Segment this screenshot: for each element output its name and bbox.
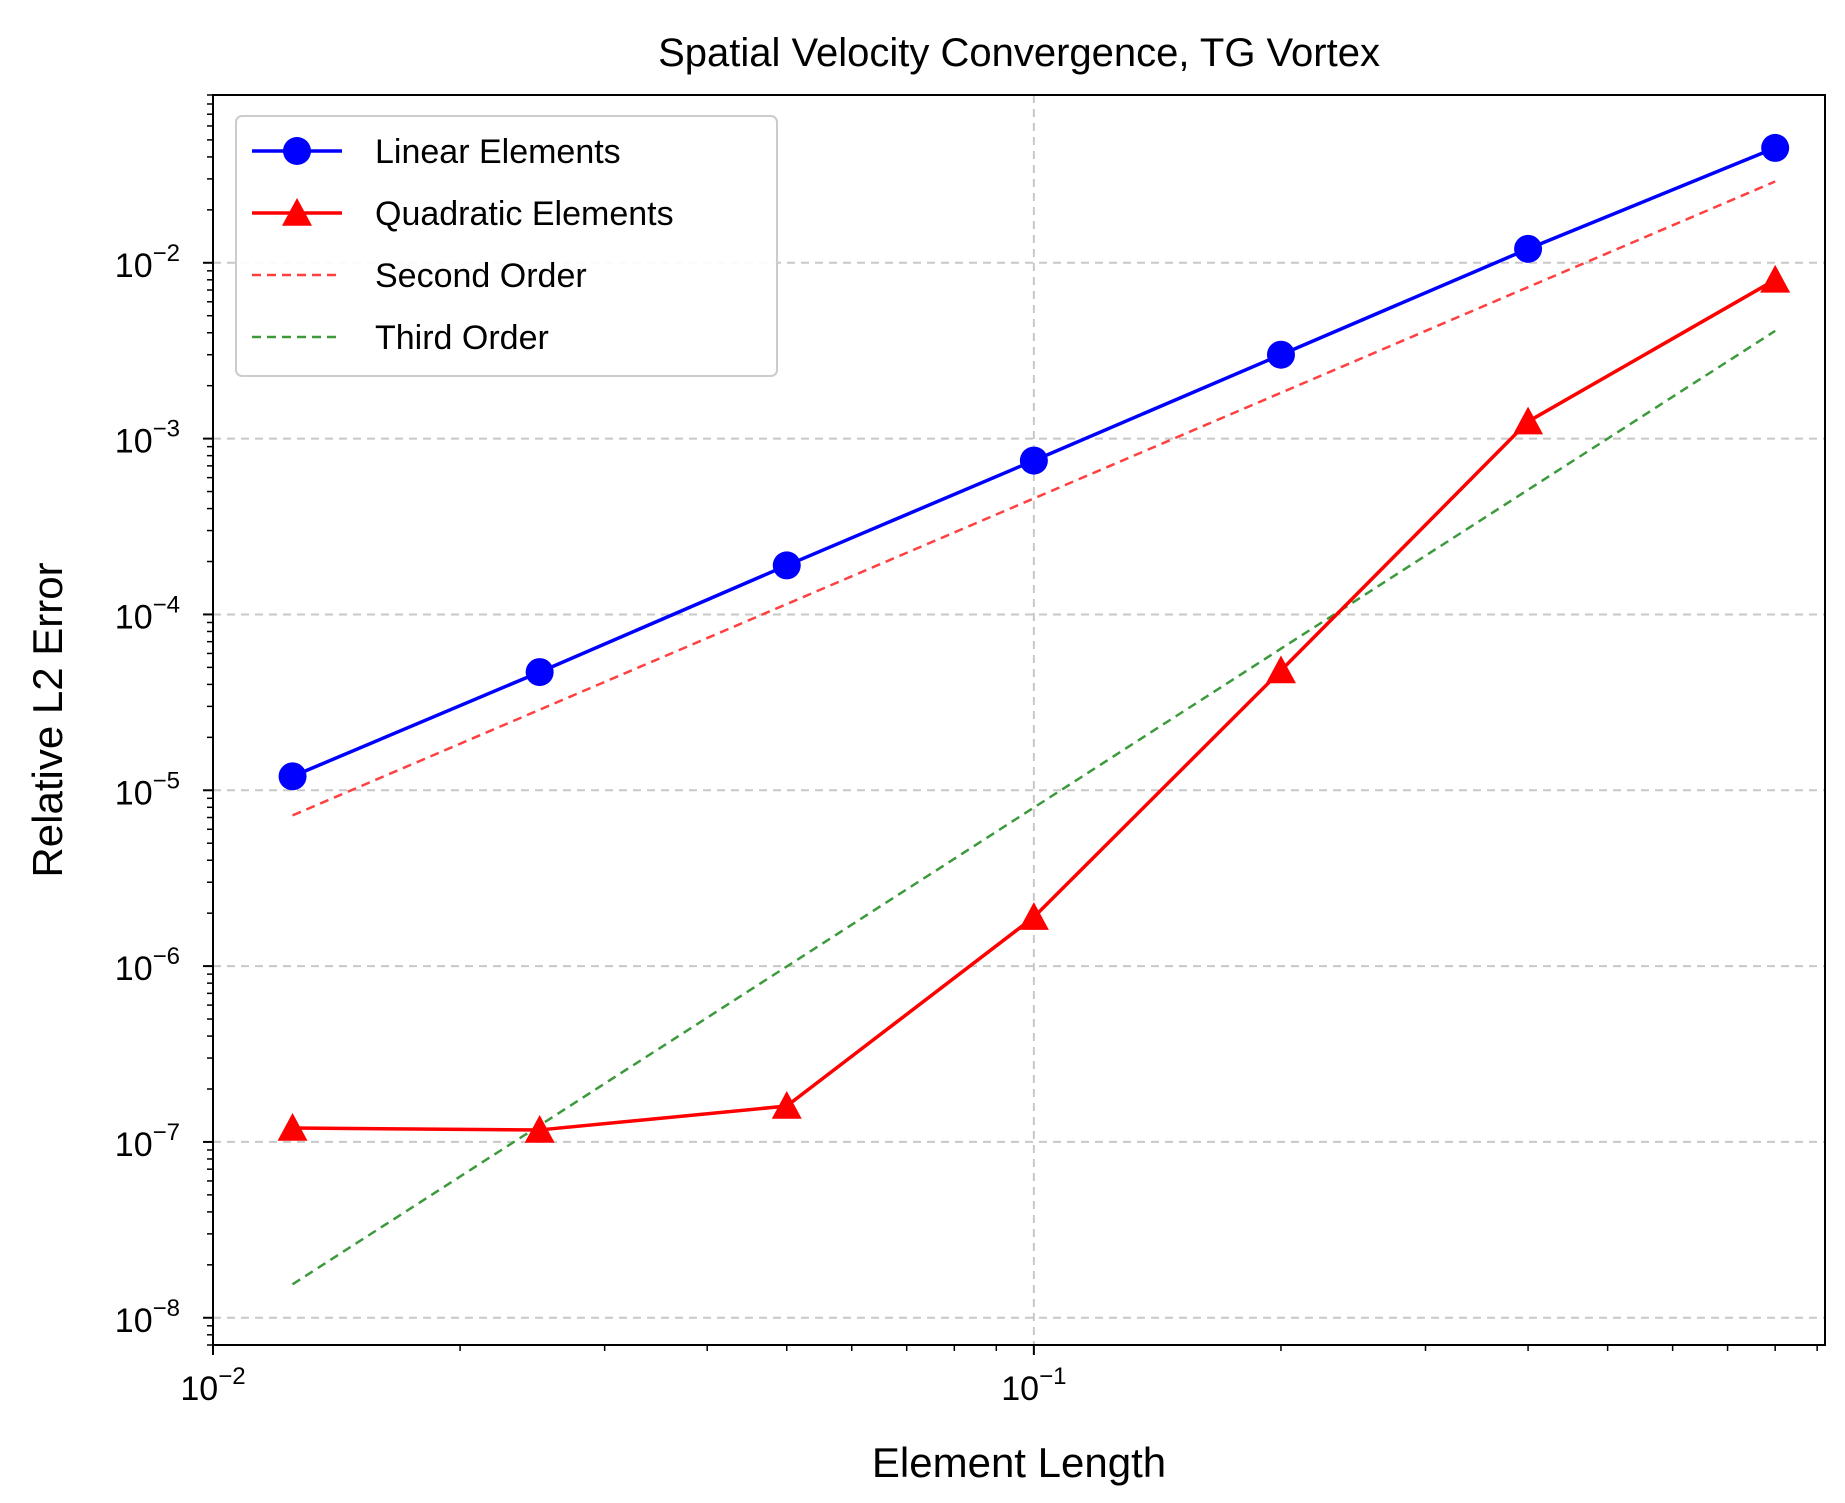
- legend-label-linear-elements: Linear Elements: [375, 133, 621, 171]
- data-point-quadratic-elements-2: [771, 1091, 802, 1119]
- series-layer: [277, 133, 1791, 1286]
- x-tick-label-0: 10−2: [180, 1363, 245, 1408]
- legend-entry-third-order: Third Order: [252, 319, 549, 357]
- legend-entry-second-order: Second Order: [252, 257, 587, 295]
- legend-marker-linear-elements: [283, 137, 311, 165]
- legend: Linear Elements Quadratic Elements Second …: [235, 115, 778, 377]
- chart-title: Spatial Velocity Convergence, TG Vortex: [658, 31, 1380, 75]
- data-point-quadratic-elements-5: [1513, 406, 1544, 435]
- data-point-linear-elements-1: [525, 658, 554, 687]
- series-line-second-order: [292, 180, 1776, 817]
- data-point-linear-elements-4: [1266, 340, 1295, 369]
- y-tick-label-4: 10−4: [115, 591, 180, 636]
- legend-marker-quadratic-elements: [282, 198, 312, 226]
- series-second-order: [292, 180, 1776, 817]
- legend-entry-linear-elements: Linear Elements: [252, 133, 621, 171]
- tick-labels: 10−8 10−7 10−6 10−5 10−4 10−3 10−2 10−2 10−1: [115, 240, 1067, 1408]
- y-tick-label-1: 10−7: [115, 1119, 180, 1164]
- x-axis-label: Element Length: [872, 1439, 1166, 1486]
- y-axis-label: Relative L2 Error: [24, 562, 71, 877]
- legend-label-third-order: Third Order: [375, 319, 549, 357]
- y-tick-label-0: 10−8: [115, 1295, 180, 1340]
- data-point-quadratic-elements-3: [1018, 902, 1049, 930]
- legend-entry-quadratic-elements: Quadratic Elements: [252, 195, 674, 233]
- series-linear-elements: [278, 133, 1790, 791]
- legend-label-second-order: Second Order: [375, 257, 587, 295]
- y-tick-label-6: 10−2: [115, 240, 180, 285]
- data-point-quadratic-elements-4: [1265, 655, 1296, 684]
- y-tick-label-2: 10−6: [115, 943, 180, 988]
- data-point-linear-elements-0: [278, 762, 307, 791]
- data-point-linear-elements-6: [1761, 133, 1790, 162]
- data-point-linear-elements-5: [1514, 234, 1543, 263]
- plot-frame: [212, 94, 1826, 1346]
- axis-ticks: [203, 94, 1818, 1355]
- data-point-quadratic-elements-6: [1760, 264, 1791, 293]
- x-tick-label-1: 10−1: [1001, 1363, 1066, 1408]
- data-point-quadratic-elements-0: [277, 1113, 308, 1141]
- series-quadratic-elements: [277, 264, 1791, 1143]
- data-point-linear-elements-2: [772, 551, 801, 580]
- legend-label-quadratic-elements: Quadratic Elements: [375, 195, 674, 233]
- data-point-linear-elements-3: [1019, 446, 1048, 475]
- legend-box: [235, 115, 778, 377]
- data-point-quadratic-elements-1: [524, 1114, 555, 1143]
- y-tick-label-3: 10−5: [115, 767, 180, 812]
- y-tick-label-5: 10−3: [115, 416, 180, 461]
